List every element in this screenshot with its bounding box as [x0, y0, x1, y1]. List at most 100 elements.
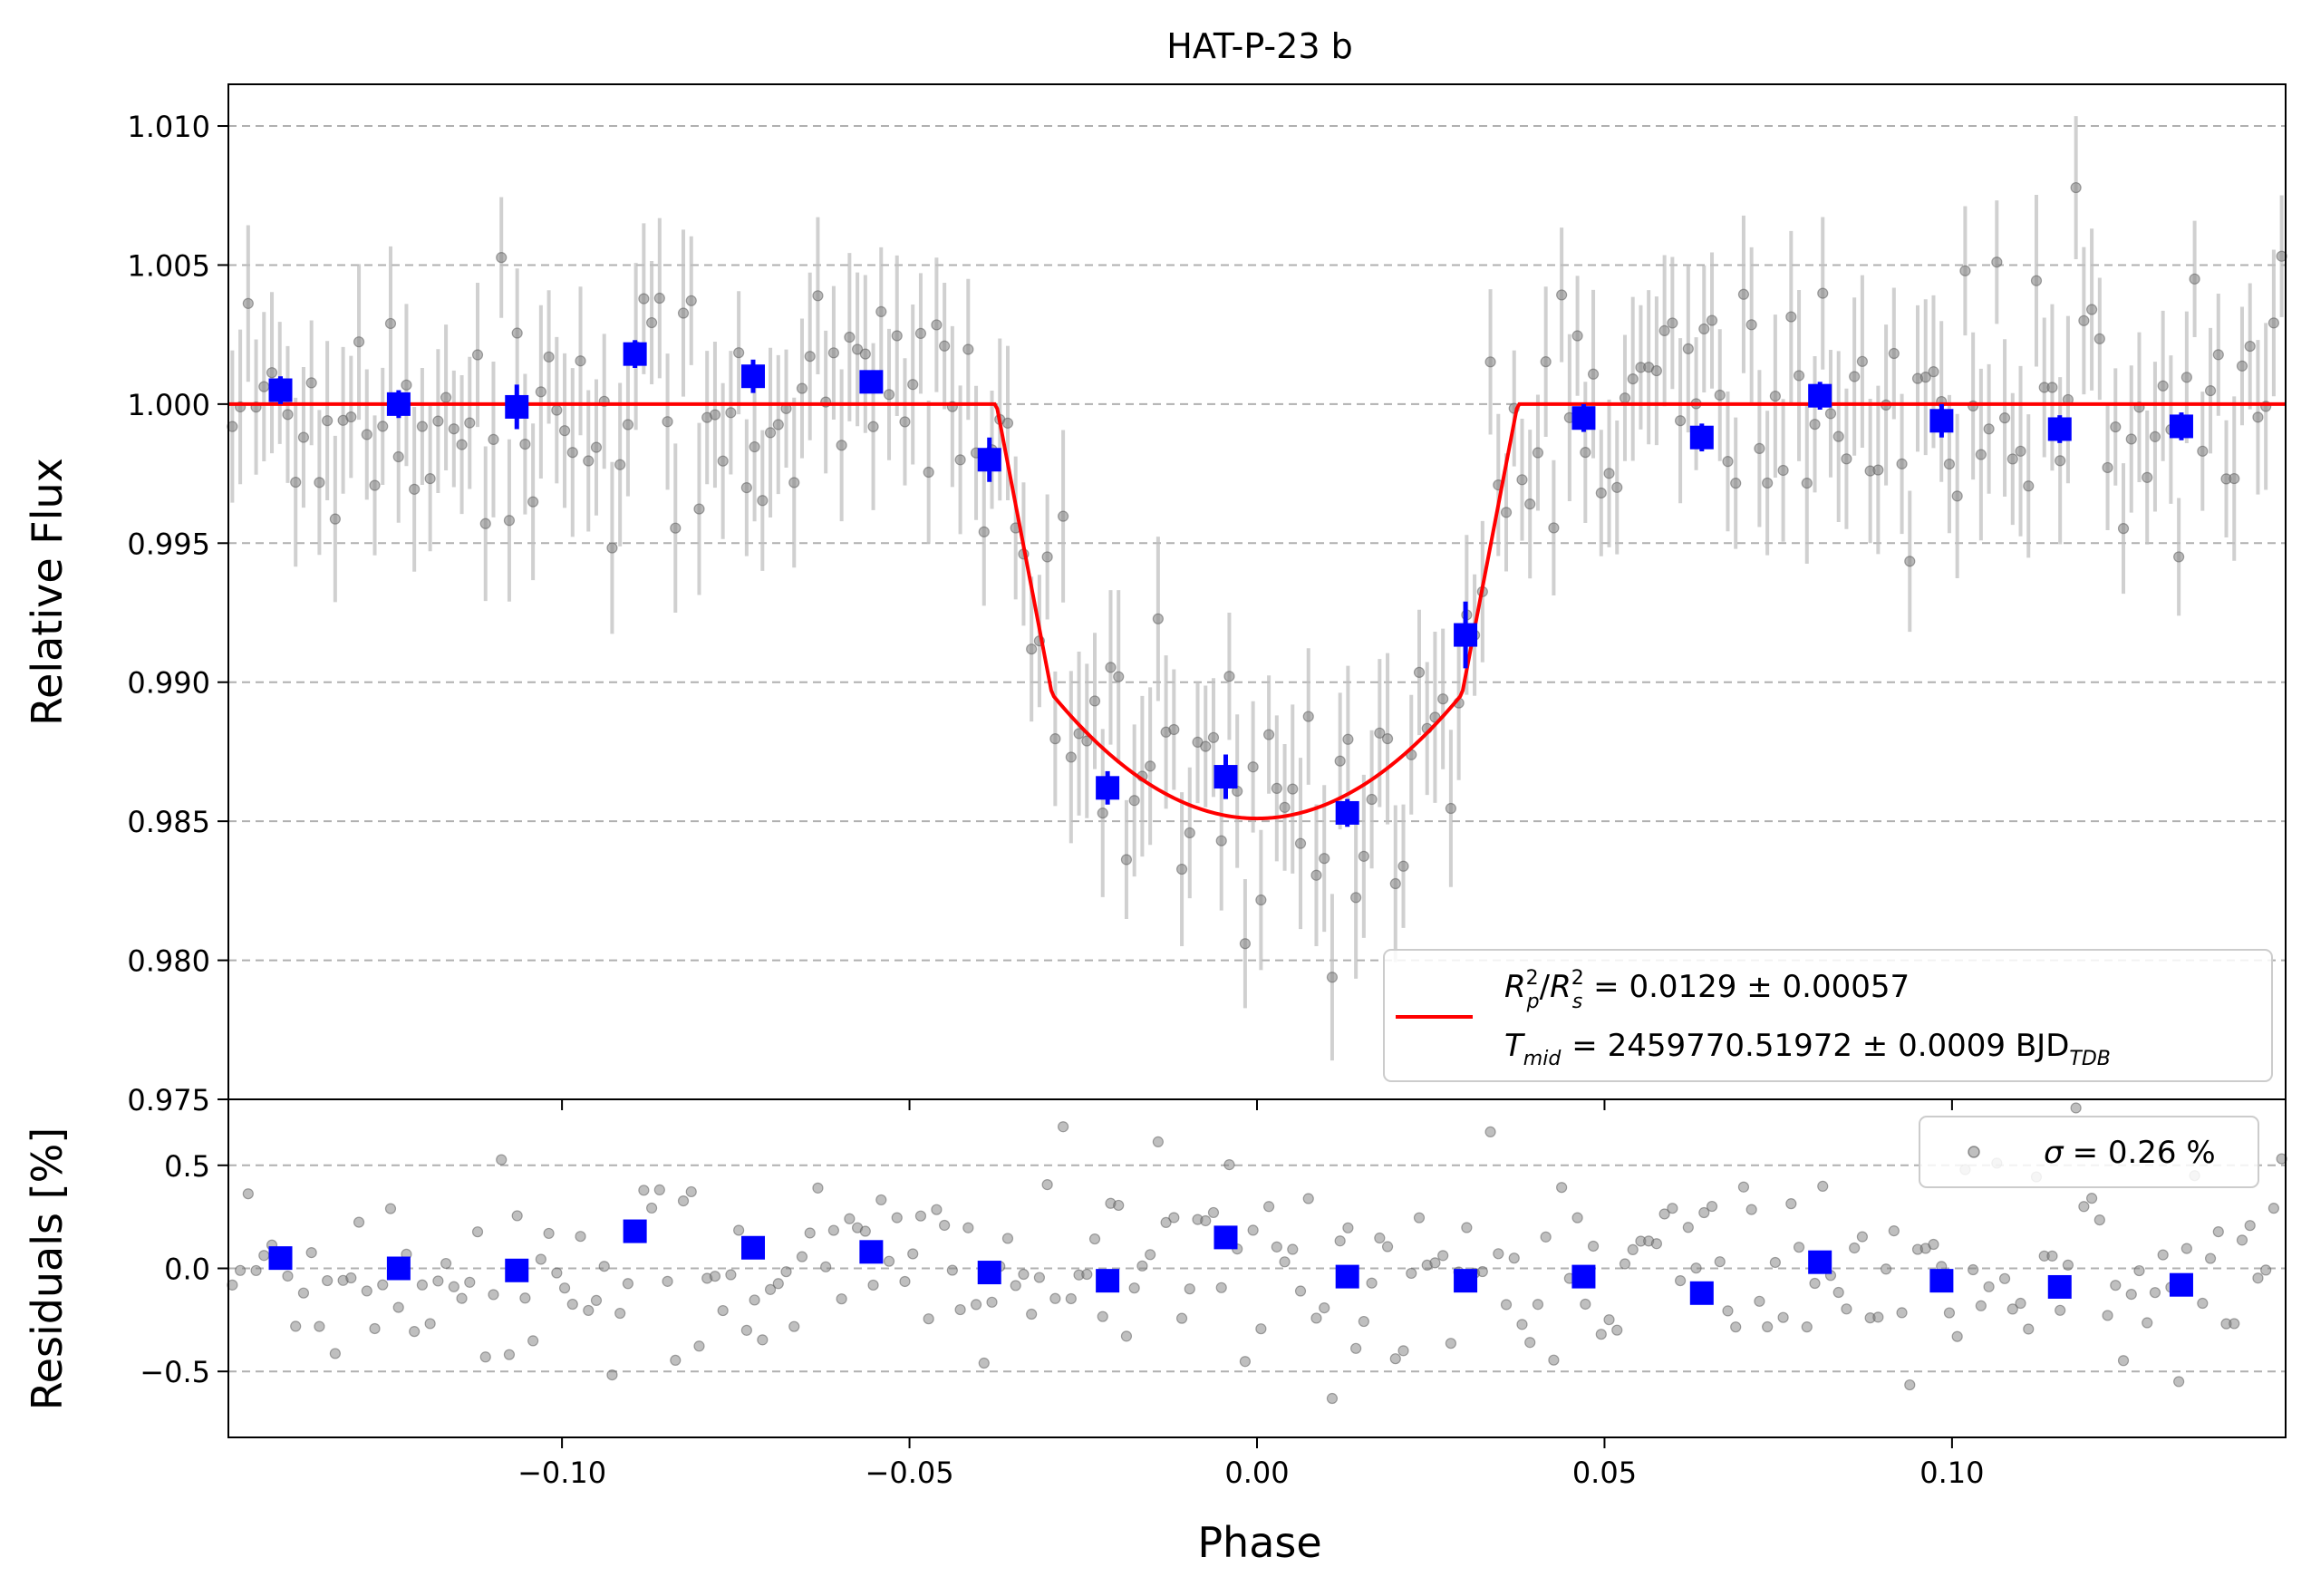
- raw-point: [401, 379, 412, 391]
- residual-raw-point: [2212, 1225, 2224, 1238]
- residual-raw-point: [1793, 1242, 1805, 1253]
- residual-raw-point: [575, 1231, 586, 1243]
- raw-point: [511, 327, 523, 339]
- raw-point: [527, 496, 539, 508]
- raw-point: [1540, 356, 1552, 368]
- residual-raw-point: [1730, 1321, 1742, 1333]
- residual-raw-point: [322, 1274, 334, 1287]
- residual-raw-point: [432, 1275, 444, 1287]
- residual-raw-point: [1128, 1282, 1140, 1294]
- raw-point: [1175, 863, 1188, 875]
- bottom-legend-marker: [1968, 1146, 1980, 1158]
- residual-raw-point: [812, 1182, 824, 1194]
- residual-raw-point: [456, 1292, 468, 1304]
- residual-raw-point: [740, 1324, 752, 1336]
- raw-point: [590, 441, 603, 453]
- residual-raw-point: [923, 1313, 934, 1325]
- raw-point: [282, 409, 294, 421]
- raw-point: [1737, 288, 1750, 300]
- raw-point: [645, 316, 658, 329]
- residual-binned-point: [268, 1246, 293, 1271]
- legend-slash: /: [1540, 969, 1551, 1005]
- residual-raw-point: [1516, 1319, 1528, 1330]
- raw-point: [2204, 385, 2217, 397]
- residual-raw-point: [1175, 1312, 1188, 1324]
- residual-binned-point: [1929, 1269, 1954, 1293]
- residual-raw-point: [844, 1213, 856, 1224]
- raw-point: [1168, 723, 1180, 736]
- raw-point: [1603, 468, 1615, 479]
- raw-point: [1919, 372, 1931, 383]
- raw-point: [1413, 666, 1426, 679]
- residual-raw-point: [970, 1299, 982, 1311]
- raw-point: [1904, 556, 1916, 567]
- raw-point: [1809, 419, 1821, 430]
- binned-point: [741, 364, 766, 389]
- raw-point: [836, 440, 847, 451]
- raw-point: [2142, 471, 2153, 483]
- raw-point: [1793, 370, 1805, 382]
- raw-point: [1824, 408, 1837, 420]
- raw-point: [2046, 382, 2058, 393]
- raw-point: [1943, 458, 1956, 470]
- raw-point: [266, 367, 278, 379]
- raw-point: [1998, 412, 2011, 424]
- raw-point: [1026, 643, 1038, 655]
- residual-raw-point: [1215, 1282, 1227, 1293]
- residual-raw-point: [392, 1301, 404, 1313]
- bottom-y-tick-label: 0.5: [164, 1149, 210, 1184]
- residual-raw-point: [1975, 1300, 1987, 1311]
- residual-raw-point: [1722, 1305, 1734, 1317]
- binned-point: [1454, 623, 1478, 647]
- raw-point: [717, 455, 729, 467]
- raw-point: [1366, 793, 1378, 806]
- bottom-legend-box: [1919, 1116, 2259, 1188]
- raw-point: [1223, 671, 1235, 682]
- residual-raw-point: [946, 1264, 958, 1276]
- residual-raw-point: [527, 1335, 539, 1347]
- residual-raw-point: [369, 1322, 381, 1335]
- top-x-ticks: [561, 1099, 1953, 1110]
- residual-raw-point: [899, 1275, 911, 1288]
- raw-point: [1350, 892, 1362, 904]
- raw-point: [1730, 478, 1742, 489]
- residual-raw-point: [440, 1257, 452, 1270]
- residual-raw-point: [361, 1285, 372, 1297]
- residual-raw-point: [891, 1212, 903, 1224]
- raw-point: [1128, 795, 1140, 807]
- residual-raw-point: [1168, 1212, 1180, 1224]
- residual-raw-point: [931, 1204, 943, 1215]
- raw-point: [432, 415, 444, 427]
- residual-raw-point: [1152, 1136, 1164, 1147]
- raw-point: [583, 455, 595, 467]
- residual-raw-point: [653, 1184, 665, 1195]
- residual-binned-point: [1808, 1250, 1832, 1274]
- residual-raw-point: [1145, 1249, 1156, 1261]
- residual-raw-point: [645, 1202, 658, 1214]
- raw-point: [1785, 311, 1797, 323]
- raw-point: [329, 513, 341, 525]
- bottom-y-axis-label: Residuals [%]: [23, 1127, 72, 1410]
- residual-raw-point: [1461, 1222, 1473, 1233]
- residual-raw-point: [1262, 1201, 1275, 1213]
- legend-radius-ratio-label: R2 p/R2 s = 0.0129 ± 0.00057: [1504, 967, 1910, 1013]
- raw-point: [471, 349, 484, 361]
- residual-raw-point: [693, 1340, 705, 1352]
- residual-raw-point: [1445, 1338, 1457, 1349]
- raw-point: [543, 351, 555, 363]
- residual-raw-point: [1223, 1159, 1235, 1171]
- raw-point: [867, 421, 879, 432]
- residual-raw-point: [2015, 1297, 2026, 1310]
- raw-point: [1975, 449, 1987, 460]
- raw-point: [1334, 755, 1346, 767]
- residual-raw-point: [297, 1287, 310, 1299]
- residual-raw-point: [1998, 1272, 2011, 1284]
- raw-point: [345, 411, 357, 423]
- residual-raw-point: [1690, 1262, 1702, 1274]
- raw-point: [258, 381, 270, 392]
- raw-point: [827, 347, 840, 359]
- raw-point: [1516, 474, 1528, 486]
- residual-raw-point: [1366, 1277, 1378, 1289]
- raw-point: [1255, 894, 1267, 906]
- raw-point: [1342, 733, 1354, 745]
